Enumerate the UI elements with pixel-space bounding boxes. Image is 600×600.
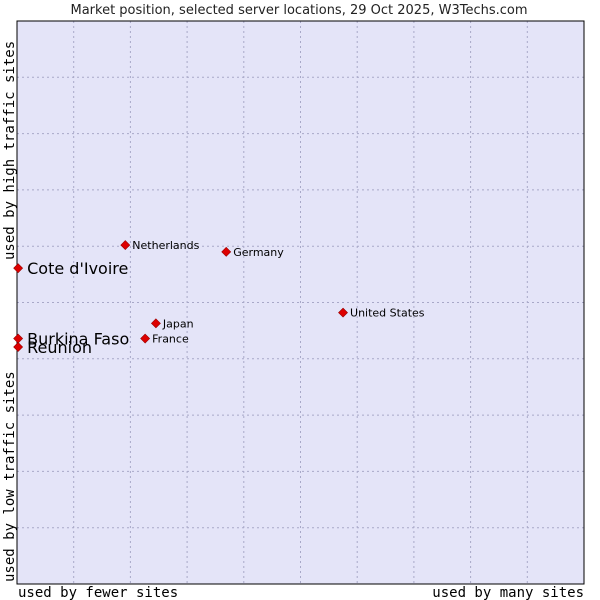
point-marker-france xyxy=(140,333,151,344)
chart-title: Market position, selected server locatio… xyxy=(70,3,527,18)
point-marker-reunion xyxy=(13,342,24,352)
y-axis-label-bottom: used by low traffic sites xyxy=(2,371,18,582)
point-label-united-states: United States xyxy=(350,307,425,320)
point-label-reunion: Reunion xyxy=(27,338,92,357)
x-axis-label-right: used by many sites xyxy=(432,585,584,600)
point-label-cote-d-ivoire: Cote d'Ivoire xyxy=(27,259,128,278)
point-marker-netherlands xyxy=(120,240,131,250)
point-marker-germany xyxy=(221,246,232,257)
x-axis-label-left: used by fewer sites xyxy=(18,585,178,600)
point-label-germany: Germany xyxy=(233,246,284,259)
plot-border xyxy=(16,20,585,585)
y-axis-label-top: used by high traffic sites xyxy=(2,41,18,260)
point-label-netherlands: Netherlands xyxy=(132,239,199,252)
data-points: Netherlands Germany United States Japan Fran… xyxy=(13,239,425,357)
point-marker-cote-d-ivoire xyxy=(13,263,24,274)
point-label-japan: Japan xyxy=(162,317,194,330)
grid-lines xyxy=(17,21,584,584)
point-marker-japan xyxy=(150,318,161,329)
point-label-france: France xyxy=(152,333,189,346)
point-label-burkina-faso: Burkina Faso xyxy=(27,330,129,349)
point-marker-united-states xyxy=(338,307,348,318)
